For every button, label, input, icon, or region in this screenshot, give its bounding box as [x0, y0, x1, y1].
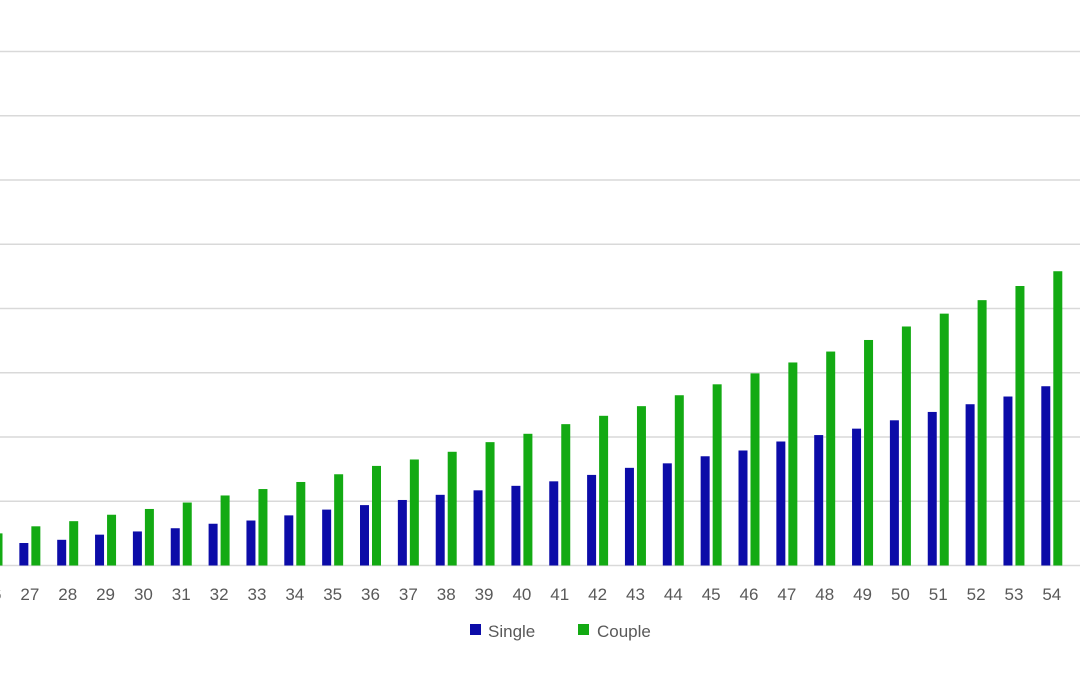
- x-tick-label: 39: [475, 585, 494, 604]
- bar-couple-41: [561, 424, 571, 566]
- bar-couple-47: [788, 362, 798, 566]
- legend-label-single: Single: [488, 622, 535, 641]
- legend: Single Couple: [470, 622, 651, 641]
- bar-couple-40: [523, 433, 533, 566]
- x-tick-label: 37: [399, 585, 418, 604]
- x-tick-label: 46: [740, 585, 759, 604]
- x-tick-label: 32: [210, 585, 229, 604]
- bar-single-43: [624, 467, 634, 566]
- bar-single-27: [19, 543, 29, 566]
- bar-single-42: [587, 474, 597, 566]
- bar-single-54: [1041, 386, 1051, 566]
- legend-swatch-single: [470, 624, 481, 635]
- bar-couple-32: [220, 495, 230, 566]
- bar-couple-35: [334, 474, 344, 566]
- bar-single-47: [776, 441, 786, 566]
- bar-couple-28: [69, 521, 79, 566]
- x-tick-label: 28: [58, 585, 77, 604]
- bar-couple-37: [409, 459, 419, 566]
- x-tick-label: 36: [361, 585, 380, 604]
- bar-single-50: [889, 420, 899, 566]
- bar-couple-33: [258, 489, 268, 566]
- bar-single-49: [852, 428, 862, 566]
- bar-single-52: [965, 404, 975, 566]
- x-tick-label: 45: [702, 585, 721, 604]
- bar-single-32: [208, 523, 218, 566]
- x-tick-label: 47: [777, 585, 796, 604]
- x-tick-label: 53: [1004, 585, 1023, 604]
- bar-single-31: [170, 528, 180, 566]
- x-tick-label: 26: [0, 585, 1, 604]
- bar-couple-26: [0, 533, 3, 566]
- x-tick-label: 49: [853, 585, 872, 604]
- x-tick-label: 52: [967, 585, 986, 604]
- bar-couple-39: [485, 442, 495, 566]
- bar-single-29: [95, 534, 105, 566]
- bar-single-37: [397, 499, 407, 566]
- bar-single-35: [322, 509, 332, 566]
- bar-single-34: [284, 515, 294, 566]
- bar-couple-50: [901, 326, 911, 566]
- bar-couple-44: [674, 395, 684, 566]
- bar-single-44: [662, 463, 672, 566]
- bar-single-48: [814, 435, 824, 566]
- x-tick-label: 29: [96, 585, 115, 604]
- bar-single-46: [738, 450, 748, 566]
- bar-couple-53: [1015, 286, 1025, 566]
- x-tick-label: 27: [20, 585, 39, 604]
- bar-single-38: [435, 494, 445, 566]
- bar-couple-49: [864, 339, 874, 566]
- bar-couple-31: [182, 502, 192, 566]
- bar-couple-27: [31, 526, 41, 566]
- x-tick-label: 48: [815, 585, 834, 604]
- bar-single-41: [549, 481, 559, 566]
- legend-swatch-couple: [578, 624, 589, 635]
- x-tick-label: 30: [134, 585, 153, 604]
- x-tick-label: 43: [626, 585, 645, 604]
- bar-single-51: [927, 411, 937, 566]
- bar-couple-43: [636, 406, 646, 566]
- x-tick-label: 38: [437, 585, 456, 604]
- x-tick-label: 42: [588, 585, 607, 604]
- x-tick-label: 34: [285, 585, 304, 604]
- bar-couple-54: [1053, 271, 1063, 566]
- bar-couple-48: [826, 351, 836, 566]
- bar-couple-34: [296, 481, 306, 566]
- x-axis-ticks: 26 27 28 29 30 31 32 33 34 35 36 37 38 39 40 41 42 43 44 45…: [0, 585, 1061, 604]
- x-tick-label: 50: [891, 585, 910, 604]
- bar-single-30: [132, 531, 142, 566]
- bar-single-36: [360, 505, 369, 566]
- bar-layer: [0, 271, 1063, 566]
- bar-couple-42: [599, 415, 609, 566]
- legend-label-couple: Couple: [597, 622, 651, 641]
- bar-single-53: [1003, 396, 1013, 566]
- bar-couple-46: [750, 373, 760, 566]
- x-tick-label: 54: [1042, 585, 1061, 604]
- bar-couple-45: [712, 384, 722, 566]
- bar-couple-29: [107, 514, 117, 566]
- x-tick-label: 44: [664, 585, 683, 604]
- x-tick-label: 35: [323, 585, 342, 604]
- x-tick-label: 33: [247, 585, 266, 604]
- bar-couple-51: [939, 313, 949, 566]
- x-tick-label: 51: [929, 585, 948, 604]
- bar-couple-38: [447, 451, 457, 566]
- x-tick-label: 41: [550, 585, 569, 604]
- bar-couple-52: [977, 300, 987, 566]
- x-tick-label: 31: [172, 585, 191, 604]
- bar-couple-36: [372, 465, 381, 566]
- bar-couple-30: [144, 508, 154, 566]
- bar-single-40: [511, 485, 521, 566]
- grid-layer: [0, 50, 1080, 567]
- x-tick-label: 40: [512, 585, 531, 604]
- bar-single-45: [700, 456, 710, 566]
- bar-single-28: [57, 539, 67, 566]
- bar-single-39: [473, 490, 483, 566]
- bar-single-33: [246, 520, 256, 566]
